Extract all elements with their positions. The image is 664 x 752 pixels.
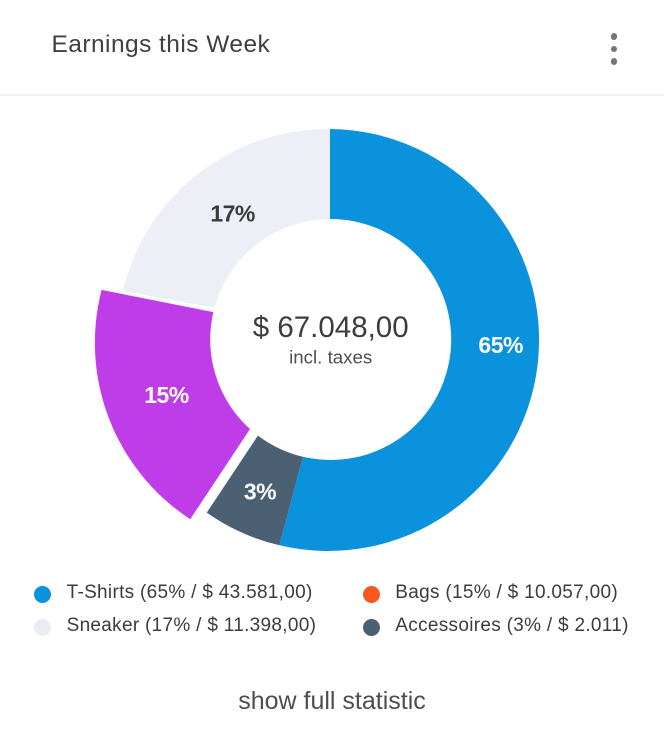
svg-text:$ 67.048,00: $ 67.048,00 (253, 311, 409, 344)
svg-text:65%: 65% (478, 332, 523, 358)
svg-text:15%: 15% (144, 382, 189, 408)
svg-text:17%: 17% (210, 201, 255, 227)
svg-text:3%: 3% (244, 479, 276, 505)
svg-text:incl. taxes: incl. taxes (289, 346, 372, 367)
